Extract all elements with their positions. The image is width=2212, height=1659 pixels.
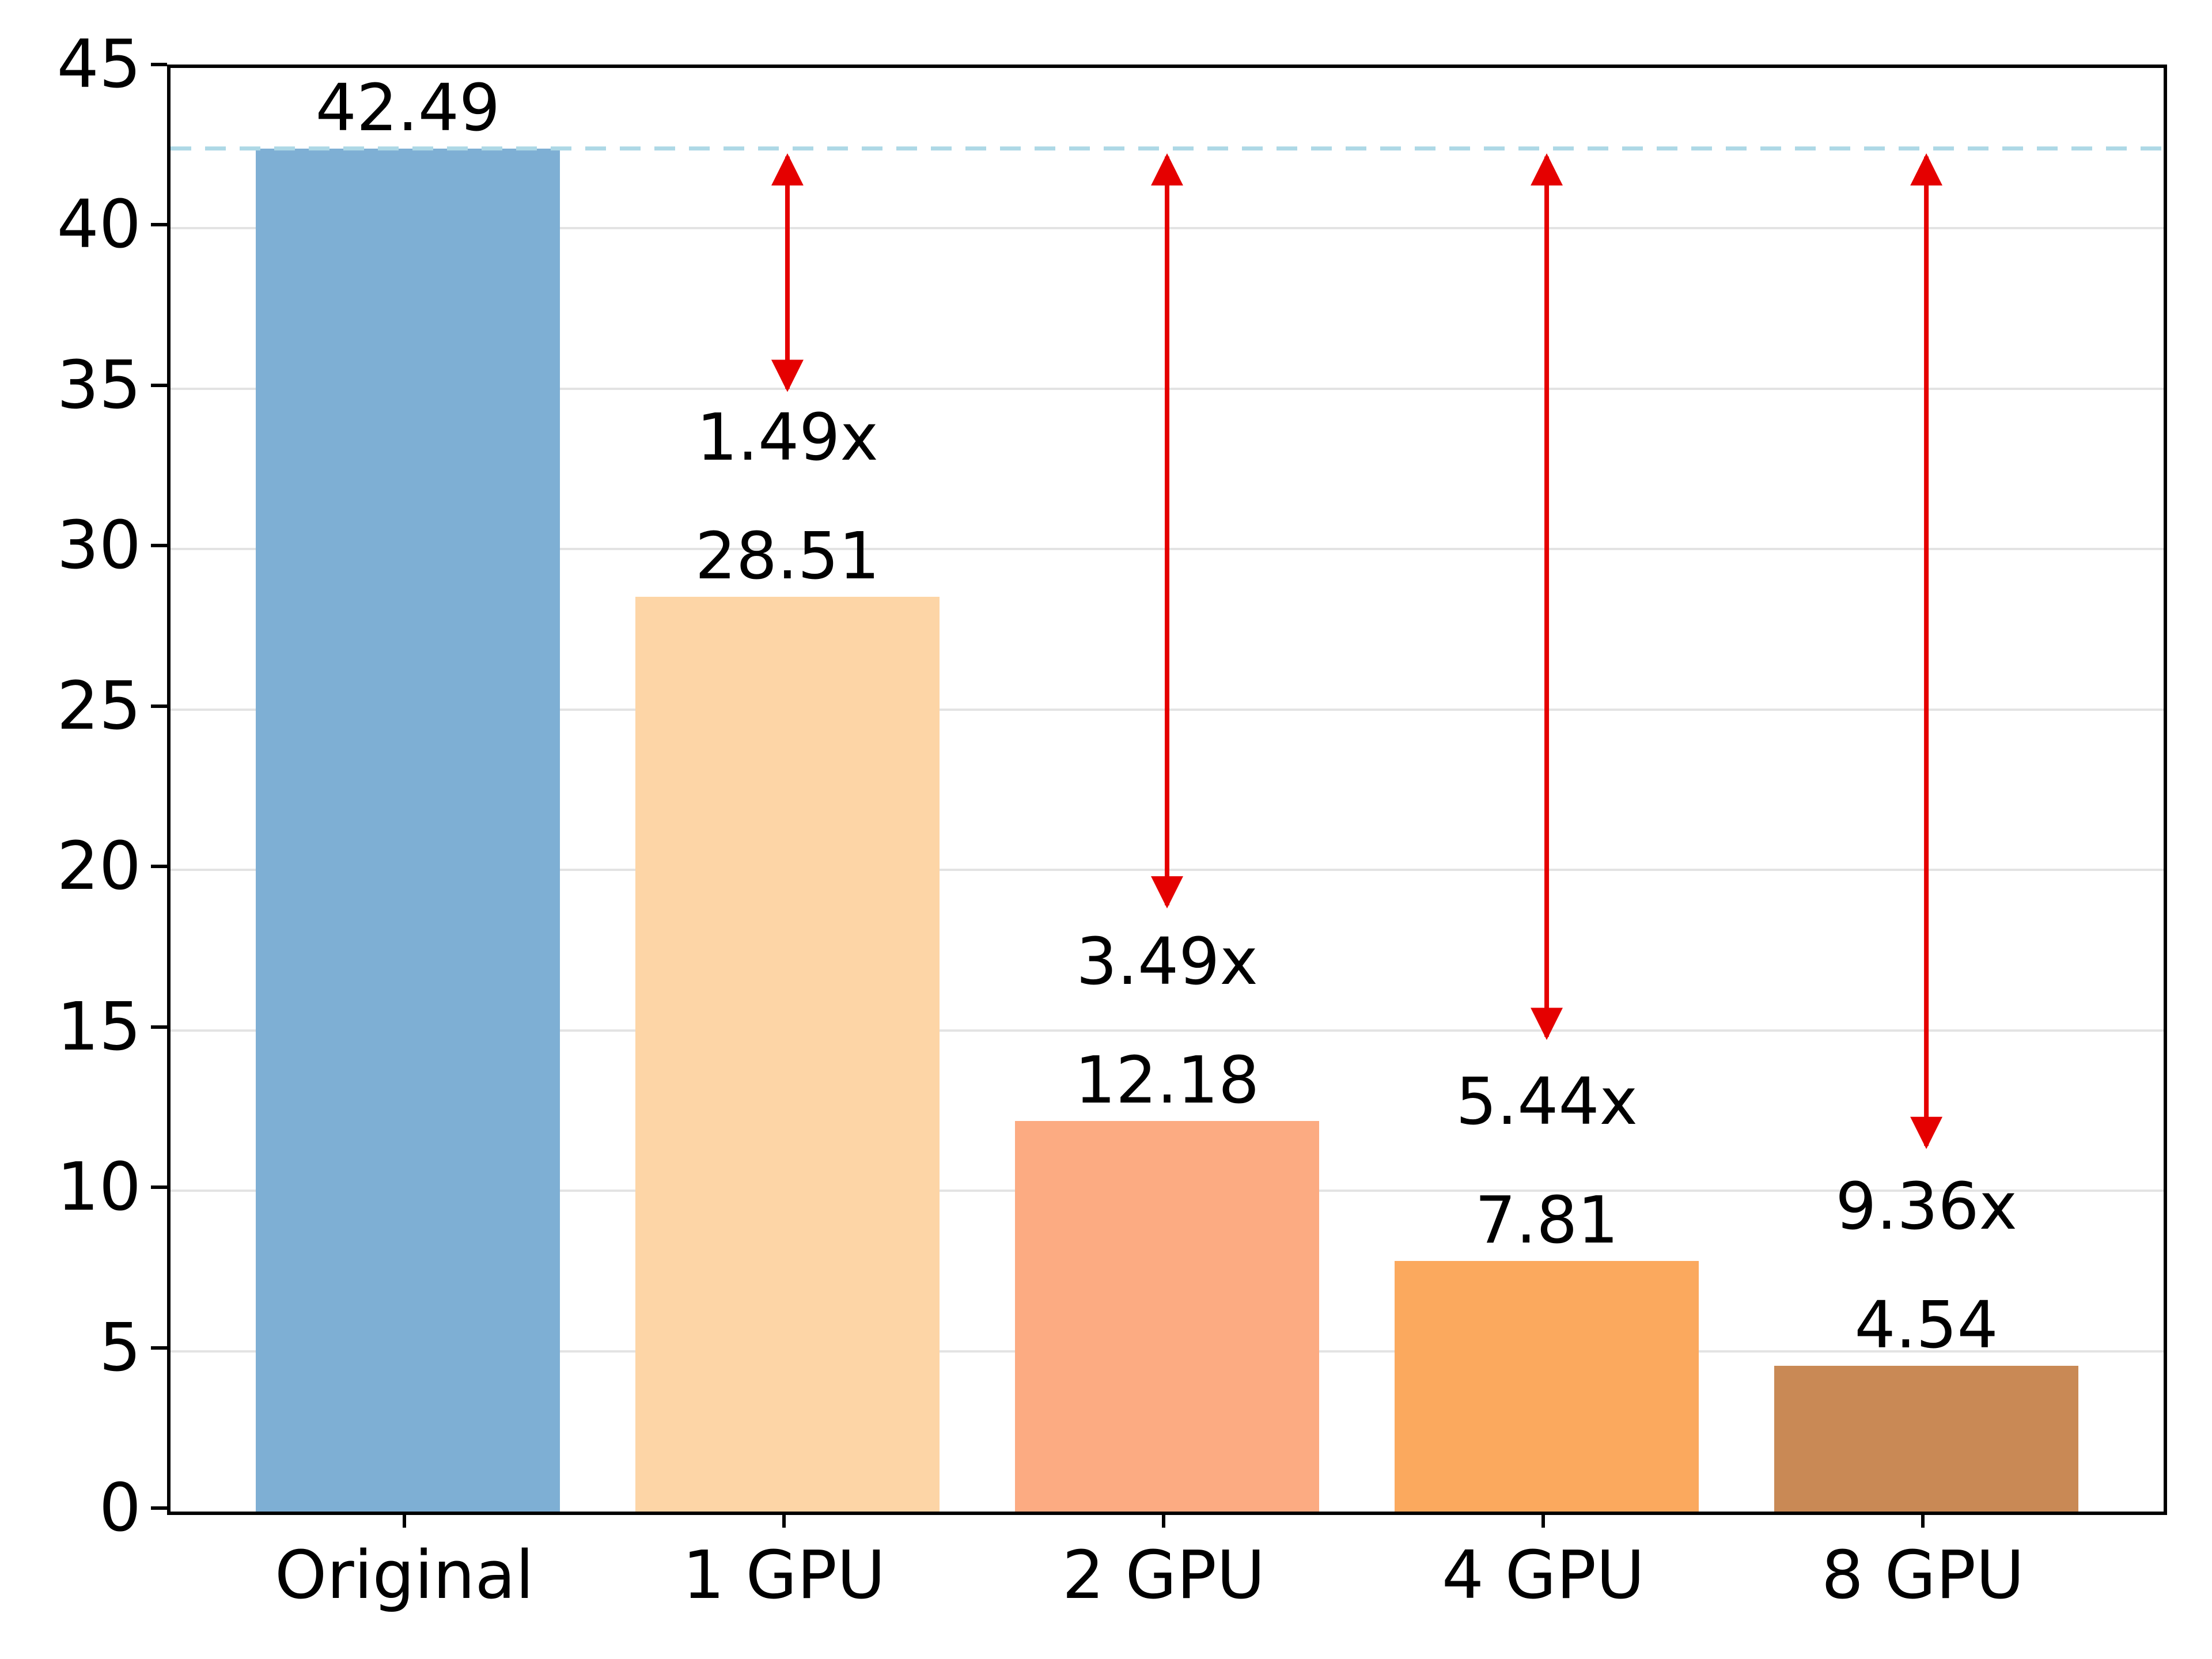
- speedup-label: 9.36x: [1835, 1169, 2017, 1244]
- y-tick-mark: [151, 223, 167, 227]
- x-tick-label: 4 GPU: [1441, 1537, 1645, 1614]
- y-tick-label: 5: [99, 1309, 141, 1387]
- bar-2-gpu: [1015, 1120, 1319, 1512]
- x-tick-mark: [782, 1512, 786, 1528]
- y-tick-mark: [151, 544, 167, 548]
- value-label: 7.81: [1475, 1183, 1619, 1258]
- bar-1-gpu: [635, 597, 940, 1512]
- speedup-label: 1.49x: [696, 400, 878, 476]
- y-tick-label: 20: [56, 828, 141, 906]
- y-tick-label: 0: [99, 1469, 141, 1547]
- y-tick-mark: [151, 1346, 167, 1350]
- x-tick-mark: [1162, 1512, 1165, 1528]
- x-tick-label: Original: [274, 1537, 534, 1614]
- y-tick-mark: [151, 1506, 167, 1510]
- bar-8-gpu: [1774, 1366, 2078, 1512]
- y-tick-label: 40: [56, 186, 141, 264]
- speedup-label: 3.49x: [1076, 924, 1258, 999]
- bar-original: [256, 148, 560, 1512]
- x-tick-label: 2 GPU: [1062, 1537, 1266, 1614]
- y-tick-label: 35: [56, 346, 141, 424]
- x-tick-label: 8 GPU: [1821, 1537, 2025, 1614]
- x-tick-mark: [1541, 1512, 1546, 1528]
- y-tick-mark: [151, 63, 167, 66]
- plot-area: 42.49 28.51 1.49x 12.18 3.49x 7.81 5.44x 4.54 9.…: [167, 65, 2167, 1515]
- speedup-label: 5.44x: [1456, 1064, 1638, 1139]
- value-label: 28.51: [695, 519, 880, 594]
- x-tick-mark: [1921, 1512, 1925, 1528]
- y-tick-mark: [151, 1185, 167, 1190]
- x-tick-label: 1 GPU: [682, 1537, 886, 1614]
- y-tick-mark: [151, 865, 167, 869]
- y-tick-label: 10: [56, 1149, 141, 1226]
- value-label: 42.49: [315, 70, 501, 146]
- gridline: [171, 1029, 2164, 1032]
- y-tick-label: 45: [56, 26, 141, 103]
- bar-4-gpu: [1395, 1261, 1699, 1512]
- y-tick-label: 25: [56, 667, 141, 745]
- x-tick-mark: [402, 1512, 406, 1528]
- value-label: 12.18: [1074, 1043, 1260, 1118]
- y-tick-mark: [151, 1025, 167, 1029]
- y-tick-label: 15: [56, 988, 141, 1066]
- y-tick-mark: [151, 704, 167, 708]
- y-tick-mark: [151, 383, 167, 387]
- value-label: 4.54: [1854, 1288, 1998, 1363]
- y-tick-label: 30: [56, 507, 141, 585]
